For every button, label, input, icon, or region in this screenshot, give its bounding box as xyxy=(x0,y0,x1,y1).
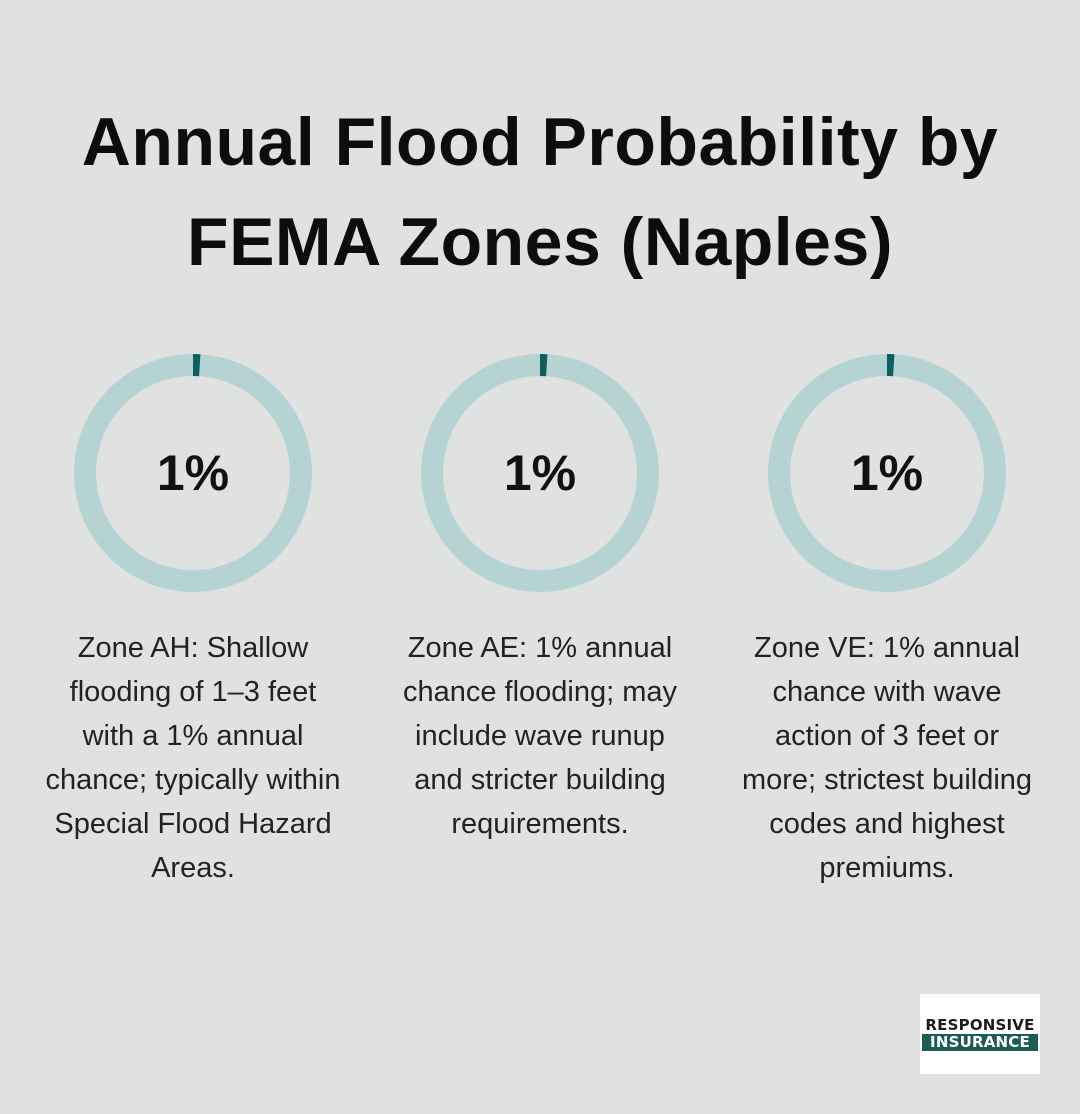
donut-svg xyxy=(768,354,1006,592)
percentage-label: 1% xyxy=(850,445,924,501)
percentage-label: 1% xyxy=(503,445,577,501)
donut-value-arc xyxy=(74,354,312,592)
donut-chart-zone-ah: 1% xyxy=(72,352,314,594)
percentage-label: 1% xyxy=(156,445,230,501)
donut-value-arc xyxy=(421,354,659,592)
logo-line-2: INSURANCE xyxy=(922,1034,1038,1051)
donut-svg xyxy=(421,354,659,592)
logo-line-1: RESPONSIVE xyxy=(922,1017,1038,1034)
zone-ve-description: Zone VE: 1% annual chance with wave acti… xyxy=(741,632,1033,884)
zone-ae-description: Zone AE: 1% annual chance flooding; may … xyxy=(402,632,678,840)
responsive-insurance-logo: RESPONSIVE INSURANCE xyxy=(920,994,1040,1074)
donut-svg xyxy=(74,354,312,592)
donut-chart-zone-ae: 1% xyxy=(419,352,661,594)
donut-chart-zone-ve: 1% xyxy=(766,352,1008,594)
zone-ah-description: Zone AH: Shallow flooding of 1–3 feet wi… xyxy=(45,632,341,884)
chart-title: Annual Flood Probability by FEMA Zones (… xyxy=(81,104,999,280)
donut-value-arc xyxy=(768,354,1006,592)
